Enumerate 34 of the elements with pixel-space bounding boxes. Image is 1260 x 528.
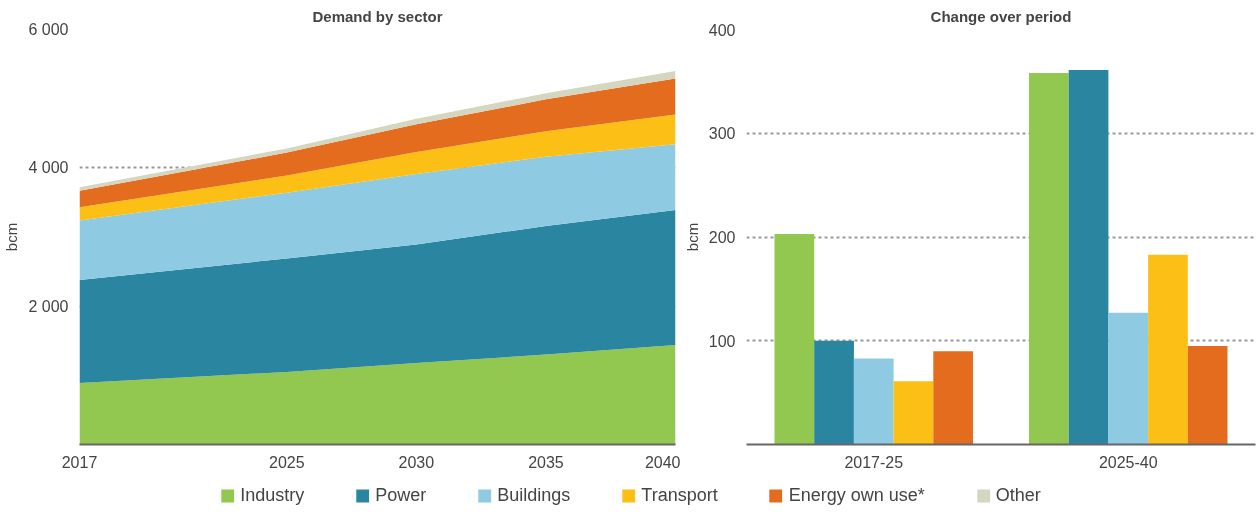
x-tick-label: 2035 [528,453,564,471]
bar [1108,312,1149,445]
chart-title: Change over period [930,7,1072,25]
bar [1148,254,1188,445]
bar [893,381,934,445]
bar [1028,73,1069,445]
y-tick-label: 6 000 [28,21,69,38]
x-tick-label: 2040 [644,453,681,471]
x-tick-label: 2025-40 [1098,453,1158,471]
bar [1187,345,1228,445]
y-tick-label: 200 [708,229,736,246]
y-tick-label: 100 [708,332,736,350]
y-tick-label: 400 [708,21,736,39]
legend-label: Buildings [497,484,571,506]
x-tick-label: 2017-25 [844,453,904,471]
legend-label: Industry [240,484,305,506]
legend-label: Power [375,484,427,506]
bar [814,340,854,445]
legend-label: Energy own use* [788,484,925,506]
y-axis-title: bcm [3,222,21,252]
chart-title: Demand by sector [312,7,443,25]
bar [853,358,894,445]
y-tick-label: 300 [708,125,736,143]
y-tick-label: 4 000 [28,159,69,177]
x-tick-label: 2017 [61,453,98,471]
legend-label: Other [995,484,1041,506]
x-tick-label: 2025 [269,453,305,471]
y-tick-label: 2 000 [28,297,69,315]
legend-label: Transport [641,484,718,506]
bar [933,351,974,445]
y-axis-title: bcm [683,222,701,252]
x-tick-label: 2030 [398,453,435,471]
bar [774,233,815,445]
bar [1068,69,1109,445]
